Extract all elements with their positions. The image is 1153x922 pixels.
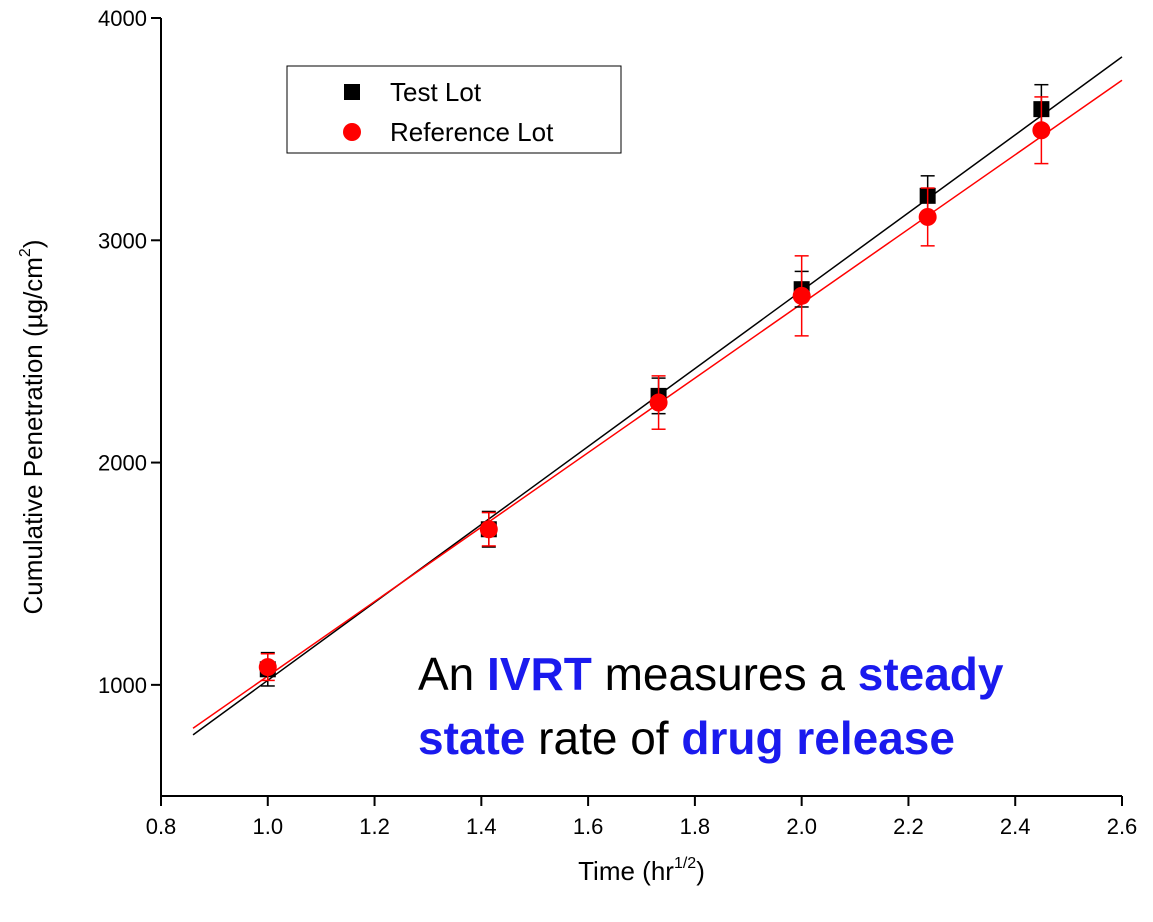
annotation-part: measures a — [592, 648, 858, 700]
x-tick-label: 1.8 — [680, 814, 711, 839]
y-tick-label: 4000 — [98, 6, 147, 31]
marker — [792, 286, 811, 305]
x-tick-label: 2.0 — [786, 814, 817, 839]
x-tick-label: 2.6 — [1107, 814, 1138, 839]
annotation-part: drug release — [681, 712, 955, 764]
legend-label: Test Lot — [390, 77, 482, 107]
marker — [479, 520, 498, 539]
xlabel-label-text: Time (hr — [578, 856, 674, 886]
legend-box — [286, 65, 622, 154]
legend-label: Reference Lot — [390, 117, 554, 147]
x-tick-label: 0.8 — [146, 814, 177, 839]
xlabel-label-tail: ) — [696, 856, 705, 886]
marker — [258, 658, 277, 677]
xlabel-label: Time (hr1/2) — [578, 855, 705, 886]
x-tick-label: 1.0 — [252, 814, 283, 839]
ylabel-label-sup: 2 — [17, 248, 34, 257]
legend-marker — [344, 84, 360, 100]
y-tick-label: 3000 — [98, 228, 147, 253]
annotation: An IVRT measures a steady — [418, 648, 1004, 700]
ylabel-label-tail: ) — [18, 239, 48, 248]
x-tick-label: 1.6 — [573, 814, 604, 839]
x-tick-label: 1.4 — [466, 814, 497, 839]
annotation: state rate of drug release — [418, 712, 955, 764]
annotation-part: steady — [858, 648, 1004, 700]
annotation-part: IVRT — [487, 648, 592, 700]
annotation-part: state — [418, 712, 525, 764]
y-tick-label: 1000 — [98, 673, 147, 698]
x-tick-label: 2.2 — [893, 814, 924, 839]
xlabel-label-sup: 1/2 — [674, 855, 696, 872]
y-tick-label: 2000 — [98, 451, 147, 476]
annotation-part: rate of — [525, 712, 681, 764]
marker — [1032, 121, 1051, 140]
x-tick-label: 2.4 — [1000, 814, 1031, 839]
legend-marker — [343, 123, 361, 141]
marker — [918, 207, 937, 226]
ylabel-label: Cumulative Penetration (µg/cm2) — [17, 239, 48, 614]
marker — [649, 393, 668, 412]
ylabel-label-text: Cumulative Penetration (µg/cm — [18, 257, 48, 614]
annotation-part: An — [418, 648, 487, 700]
x-tick-label: 1.2 — [359, 814, 390, 839]
